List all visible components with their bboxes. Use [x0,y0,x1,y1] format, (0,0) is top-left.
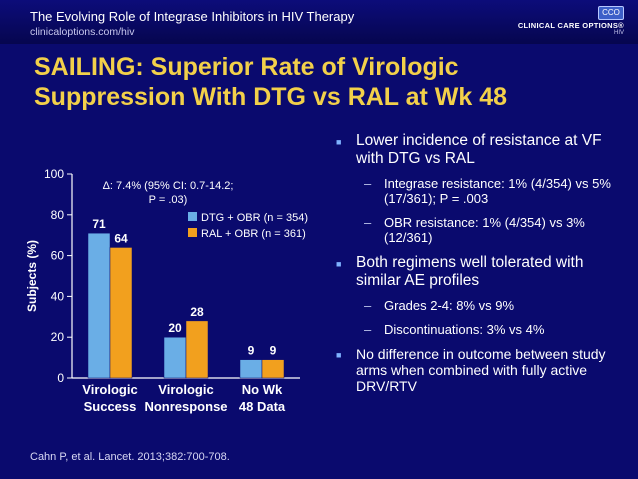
square-bullet-icon: ■ [336,259,342,269]
bullet-text: Both regimens well tolerated with simila… [356,254,584,289]
x-category-label: Success [84,399,137,414]
sub-bullet-text: Integrase resistance: 1% (4/354) vs 5% (… [384,176,611,206]
x-category-label: 48 Data [239,399,286,414]
bar [163,336,187,379]
sub-bullet-item: – Grades 2-4: 8% vs 9% [336,298,628,313]
bullet-text: Lower incidence of resistance at VF with… [356,132,602,167]
citation-footnote: Cahn P, et al. Lancet. 2013;382:700-708. [30,451,230,463]
y-tick-label: 20 [51,330,65,344]
sub-bullet-item: – Integrase resistance: 1% (4/354) vs 5% … [336,176,628,206]
bar [185,320,209,379]
chart-annotation: Δ: 7.4% (95% CI: 0.7-14.2; [103,180,234,192]
y-tick-label: 40 [51,289,65,303]
slide-title: SAILING: Superior Rate of Virologic Supp… [34,52,614,112]
y-tick-label: 80 [51,208,65,222]
x-category-label: Virologic [82,382,137,397]
bullet-text: No difference in outcome between study a… [356,346,606,394]
x-category-label: No Wk [242,382,283,397]
chart-annotation: P = .03) [149,194,188,206]
y-tick-label: 60 [51,249,65,263]
bar-value-label: 20 [168,321,182,335]
square-bullet-icon: ■ [336,137,342,147]
bar-value-label: 64 [114,231,128,245]
bar [109,247,133,379]
slide-title-line-1: SAILING: Superior Rate of Virologic [34,53,459,81]
bullet-item: ■ Both regimens well tolerated with simil… [336,254,628,290]
clinical-care-options-logo: CCO CLINICAL CARE OPTIONS® HIV [514,6,624,36]
bar-value-label: 71 [92,217,106,231]
x-category-label: Nonresponse [144,399,227,414]
legend-swatch [188,212,197,221]
sub-bullet-text: OBR resistance: 1% (4/354) vs 3% (12/361… [384,215,585,245]
deck-title: The Evolving Role of Integrase Inhibitor… [30,9,355,24]
logo-mark: CCO [598,6,624,20]
x-category-label: Virologic [158,382,213,397]
dash-bullet-icon: – [364,298,372,313]
sub-bullet-text: Grades 2-4: 8% vs 9% [384,298,515,313]
bar-value-label: 9 [270,344,277,358]
legend-label: RAL + OBR (n = 361) [201,228,306,240]
logo-name: CLINICAL CARE OPTIONS® [517,21,624,30]
dash-bullet-icon: – [364,322,372,337]
logo-sub: HIV [613,30,624,36]
bullet-item: ■ No difference in outcome between study … [336,346,628,394]
y-tick-label: 0 [57,371,64,385]
legend-swatch [188,228,197,237]
bar [87,232,111,379]
sub-bullet-item: – Discontinuations: 3% vs 4% [336,322,628,337]
y-axis-title: Subjects (%) [25,240,39,312]
dash-bullet-icon: – [364,176,372,191]
sub-bullet-item: – OBR resistance: 1% (4/354) vs 3% (12/36… [336,215,628,245]
legend-label: DTG + OBR (n = 354) [201,212,308,224]
deck-url: clinicaloptions.com/hiv [30,26,135,38]
slide-title-line-2: Suppression With DTG vs RAL at Wk 48 [34,83,507,111]
bar [239,359,263,379]
bar-value-label: 9 [248,344,255,358]
y-tick-label: 100 [44,167,64,181]
square-bullet-icon: ■ [336,350,342,360]
bar [261,359,285,379]
bar-value-label: 28 [190,305,204,319]
header-band [0,0,638,44]
sub-bullet-text: Discontinuations: 3% vs 4% [384,322,545,337]
bullet-list: ■ Lower incidence of resistance at VF wit… [336,132,628,402]
dash-bullet-icon: – [364,215,372,230]
bullet-item: ■ Lower incidence of resistance at VF wit… [336,132,628,168]
